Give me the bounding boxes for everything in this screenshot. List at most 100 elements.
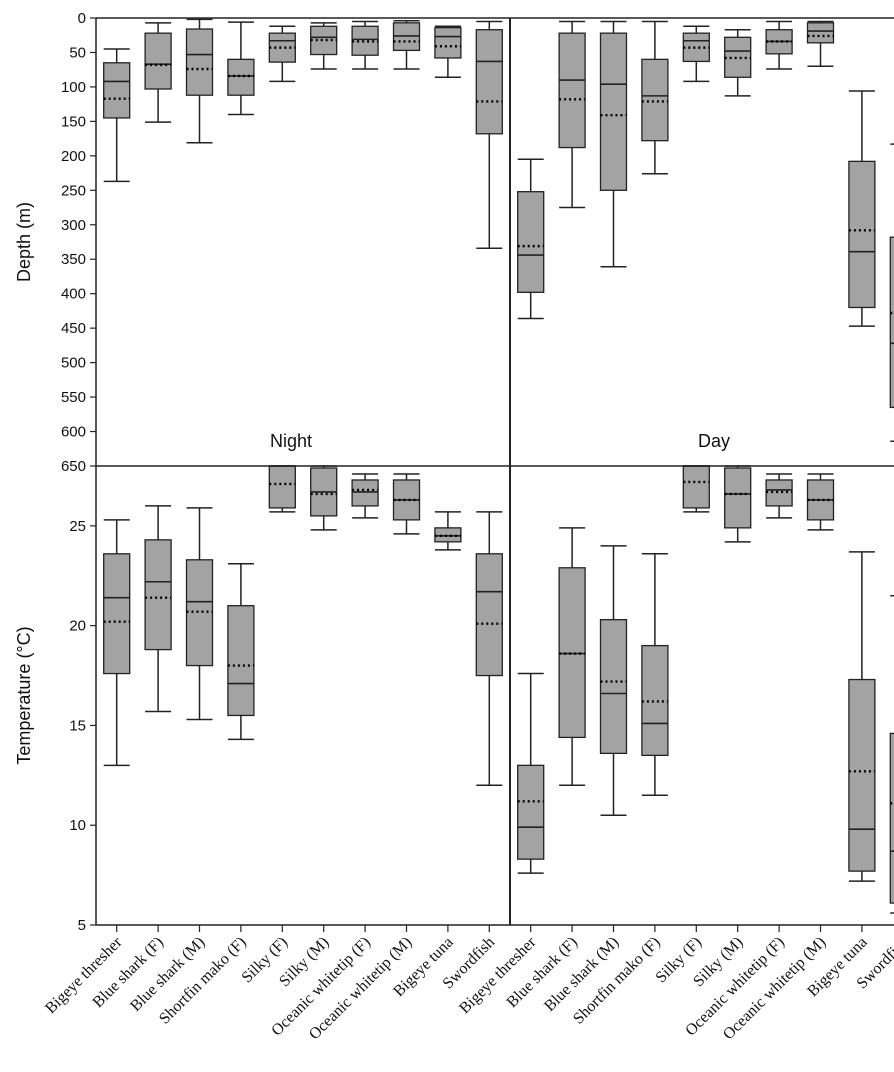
- box-temp-day-4: [641, 553, 669, 797]
- y-tick-label: 20: [69, 618, 86, 635]
- iqr-box: [185, 28, 214, 96]
- box-temp-night-4: [227, 563, 255, 741]
- iqr-box: [558, 32, 586, 149]
- iqr-box: [103, 553, 131, 675]
- box-depth-day-7: [765, 20, 793, 70]
- iqr-box: [517, 191, 545, 293]
- iqr-box: [475, 29, 503, 135]
- y-tick-label: 450: [61, 320, 86, 337]
- box-depth-night-9: [434, 25, 462, 79]
- box-temp-night-10: [475, 511, 503, 787]
- panel-label-depth-night: Night: [270, 431, 312, 451]
- y-tick-label: 500: [61, 355, 86, 372]
- panel-label-depth-day: Day: [698, 431, 730, 451]
- y-tick-label: 0: [78, 10, 86, 27]
- box-depth-day-1: [517, 158, 545, 320]
- y-tick-label: 400: [61, 286, 86, 303]
- box-depth-day-2: [558, 20, 586, 209]
- y-tick-label: 10: [69, 817, 86, 834]
- iqr-box: [227, 58, 255, 96]
- iqr-box: [889, 732, 894, 904]
- box-temp-night-3: [185, 507, 214, 721]
- iqr-box: [641, 58, 669, 142]
- box-temp-night-6: [310, 465, 338, 531]
- box-depth-day-5: [682, 25, 710, 83]
- box-depth-day-9: [848, 90, 876, 327]
- iqr-box: [848, 678, 876, 872]
- y-tick-label: 550: [61, 389, 86, 406]
- box-temp-day-1: [517, 672, 545, 874]
- iqr-box: [724, 36, 752, 78]
- iqr-box: [599, 619, 628, 755]
- iqr-box: [517, 764, 545, 860]
- iqr-box: [599, 32, 628, 191]
- y-tick-label: 25: [69, 518, 86, 535]
- y-tick-label: 5: [78, 917, 86, 934]
- box-temp-night-9: [434, 511, 462, 551]
- y-tick-label: 350: [61, 251, 86, 268]
- box-depth-night-6: [310, 22, 338, 70]
- y-axis-title-depth-night: Depth (m): [14, 202, 34, 282]
- iqr-box: [144, 32, 172, 90]
- box-temp-day-2: [558, 527, 586, 787]
- iqr-box: [351, 25, 379, 56]
- box-depth-day-6: [724, 28, 752, 97]
- iqr-box: [682, 32, 710, 63]
- iqr-box: [268, 465, 296, 509]
- iqr-box: [227, 605, 255, 717]
- box-temp-day-5: [682, 465, 710, 513]
- box-depth-day-4: [641, 20, 669, 175]
- iqr-box: [475, 553, 503, 677]
- box-temp-day-6: [724, 465, 752, 543]
- iqr-box: [682, 465, 710, 509]
- iqr-box: [641, 644, 669, 757]
- box-temp-day-10: [889, 594, 894, 914]
- box-temp-night-5: [268, 465, 296, 513]
- panel-depth-day: Day: [517, 20, 894, 451]
- y-tick-label: 15: [69, 717, 86, 734]
- iqr-box: [434, 527, 462, 543]
- box-depth-night-8: [392, 20, 421, 70]
- box-depth-night-10: [475, 20, 503, 249]
- iqr-box: [848, 160, 876, 309]
- iqr-box: [103, 62, 131, 119]
- panel-temp-day: [517, 465, 894, 914]
- y-tick-label: 600: [61, 424, 86, 441]
- box-temp-night-1: [103, 519, 131, 767]
- box-depth-night-7: [351, 20, 379, 70]
- box-temp-night-7: [351, 473, 379, 519]
- iqr-box: [765, 479, 793, 507]
- y-tick-label: 200: [61, 148, 86, 165]
- iqr-box: [144, 539, 172, 651]
- iqr-box: [434, 26, 462, 59]
- iqr-box: [185, 559, 214, 667]
- y-tick-label: 300: [61, 217, 86, 234]
- box-temp-night-8: [392, 473, 421, 535]
- y-tick-label: 50: [69, 44, 86, 61]
- y-tick-label: 250: [61, 182, 86, 199]
- iqr-box: [558, 567, 586, 739]
- iqr-box: [889, 236, 894, 409]
- y-tick-label: 100: [61, 79, 86, 96]
- box-depth-night-4: [227, 21, 255, 116]
- panel-depth-night: Night 0 50 100 150 200 250 300 350 400 450 500 550 60…: [14, 10, 503, 475]
- box-depth-day-3: [599, 20, 628, 268]
- box-temp-day-9: [848, 551, 876, 882]
- box-depth-night-5: [268, 25, 296, 83]
- box-temp-day-8: [806, 473, 835, 531]
- iqr-box: [268, 32, 296, 63]
- box-temp-day-3: [599, 545, 628, 816]
- box-temp-day-7: [765, 473, 793, 519]
- y-tick-label: 150: [61, 113, 86, 130]
- box-depth-day-10: [889, 143, 894, 442]
- iqr-box: [351, 479, 379, 507]
- iqr-box: [806, 22, 835, 44]
- box-depth-night-2: [144, 22, 172, 123]
- box-depth-night-3: [185, 18, 214, 144]
- panel-temp-night: 5 10 15 20 25 Temperature (°C): [14, 465, 503, 934]
- y-tick-label: 650: [61, 458, 86, 475]
- iqr-box: [724, 467, 752, 529]
- box-depth-night-1: [103, 48, 131, 183]
- box-temp-night-2: [144, 505, 172, 713]
